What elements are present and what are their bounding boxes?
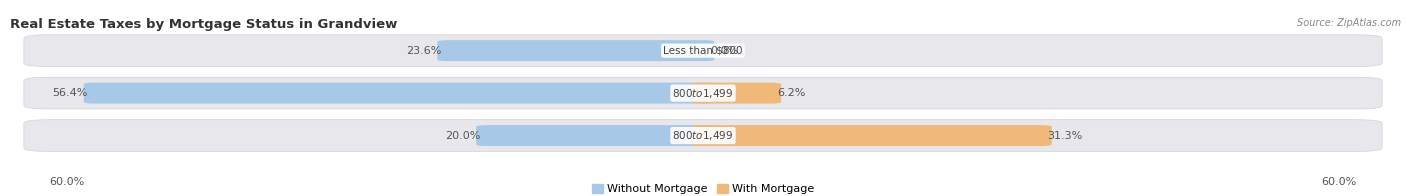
Legend: Without Mortgage, With Mortgage: Without Mortgage, With Mortgage — [592, 184, 814, 194]
Text: Source: ZipAtlas.com: Source: ZipAtlas.com — [1296, 18, 1400, 28]
Text: 6.2%: 6.2% — [778, 88, 806, 98]
Text: Real Estate Taxes by Mortgage Status in Grandview: Real Estate Taxes by Mortgage Status in … — [10, 18, 398, 31]
FancyBboxPatch shape — [692, 83, 782, 103]
Text: $800 to $1,499: $800 to $1,499 — [672, 129, 734, 142]
FancyBboxPatch shape — [437, 40, 714, 61]
Text: 0.0%: 0.0% — [710, 46, 738, 56]
FancyBboxPatch shape — [692, 125, 1052, 146]
FancyBboxPatch shape — [477, 125, 714, 146]
FancyBboxPatch shape — [24, 120, 1382, 151]
Text: 60.0%: 60.0% — [49, 177, 84, 187]
Text: $800 to $1,499: $800 to $1,499 — [672, 87, 734, 100]
Text: 23.6%: 23.6% — [406, 46, 441, 56]
FancyBboxPatch shape — [24, 35, 1382, 66]
Text: Less than $800: Less than $800 — [664, 46, 742, 56]
Text: 60.0%: 60.0% — [1322, 177, 1357, 187]
FancyBboxPatch shape — [84, 83, 714, 103]
Text: 31.3%: 31.3% — [1047, 131, 1083, 141]
FancyBboxPatch shape — [24, 77, 1382, 109]
Text: 20.0%: 20.0% — [446, 131, 481, 141]
Text: 56.4%: 56.4% — [52, 88, 89, 98]
